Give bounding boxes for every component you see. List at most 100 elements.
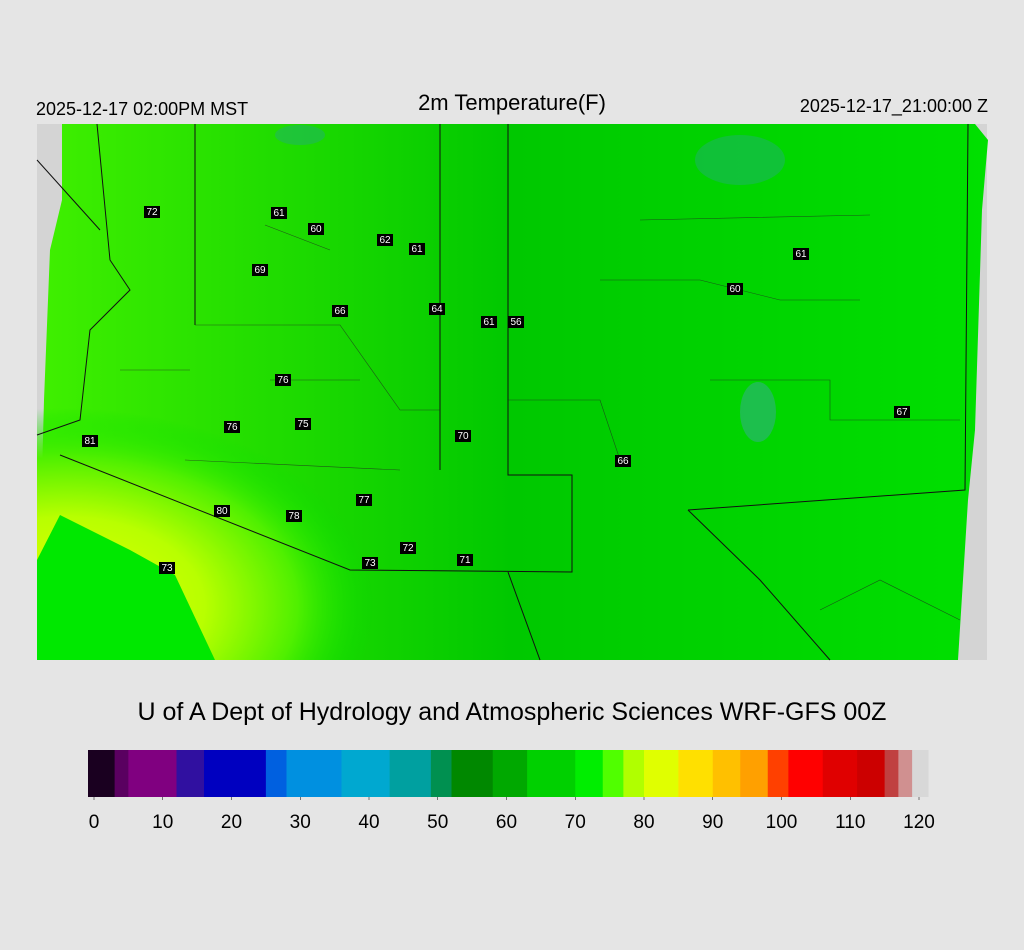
station-box bbox=[377, 234, 393, 246]
local-time: 2025-12-17 02:00PM MST bbox=[36, 99, 248, 119]
colorbar-step bbox=[740, 750, 769, 797]
station: 77 bbox=[356, 494, 372, 506]
station: 73 bbox=[159, 562, 175, 574]
colorbar-tick-label: 40 bbox=[358, 812, 379, 833]
colorbar-tick-label: 60 bbox=[496, 812, 517, 833]
colorbar-step bbox=[176, 750, 205, 797]
station-labels: 72 61 60 62 61 69 66 64 61 56 61 60 76 76 75 70 81 67 66 80… bbox=[82, 206, 910, 574]
station-value: 81 bbox=[84, 436, 96, 447]
colorbar-step bbox=[265, 750, 287, 797]
utc-time: 2025-12-17_21:00:00 Z bbox=[800, 96, 988, 117]
colorbar-step bbox=[678, 750, 714, 797]
station: 66 bbox=[332, 305, 348, 317]
station-value: 75 bbox=[297, 419, 309, 430]
colorbar-tick-label: 120 bbox=[903, 812, 935, 833]
colorbar-step bbox=[128, 750, 177, 797]
station-value: 67 bbox=[896, 407, 908, 418]
cool-spot bbox=[740, 382, 776, 442]
colorbar-tick-label: 20 bbox=[221, 812, 242, 833]
station-value: 61 bbox=[273, 208, 285, 219]
station-value: 69 bbox=[254, 265, 266, 276]
colorbar-step bbox=[898, 750, 913, 797]
station-box bbox=[615, 455, 631, 467]
station-value: 61 bbox=[411, 244, 423, 255]
cool-spot bbox=[695, 135, 785, 185]
station-box bbox=[793, 248, 809, 260]
station-box bbox=[271, 207, 287, 219]
station-box bbox=[727, 283, 743, 295]
colorbar-step bbox=[114, 750, 129, 797]
colorbar-tick-label: 70 bbox=[565, 812, 586, 833]
station-value: 72 bbox=[402, 543, 414, 554]
station-value: 73 bbox=[161, 563, 173, 574]
colorbar-step bbox=[204, 750, 267, 797]
warm-region bbox=[37, 300, 600, 660]
colorbar-step bbox=[602, 750, 624, 797]
station: 72 bbox=[400, 542, 416, 554]
colorbar-step bbox=[623, 750, 645, 797]
colorbar-step bbox=[575, 750, 604, 797]
station: 61 bbox=[481, 316, 497, 328]
colorbar-step bbox=[492, 750, 528, 797]
station: 61 bbox=[409, 243, 425, 255]
station-value: 76 bbox=[226, 422, 238, 433]
station-box bbox=[295, 418, 311, 430]
station-value: 72 bbox=[146, 207, 158, 218]
station: 70 bbox=[455, 430, 471, 442]
station-box bbox=[275, 374, 291, 386]
station-box bbox=[159, 562, 175, 574]
station: 67 bbox=[894, 406, 910, 418]
colorbar-step bbox=[912, 750, 929, 797]
station-value: 70 bbox=[457, 431, 469, 442]
station: 80 bbox=[214, 505, 230, 517]
station: 75 bbox=[295, 418, 311, 430]
colorbar-step bbox=[389, 750, 432, 797]
station-value: 56 bbox=[510, 317, 522, 328]
colorbar-step bbox=[451, 750, 494, 797]
station-value: 62 bbox=[379, 235, 391, 246]
credit: U of A Dept of Hydrology and Atmospheric… bbox=[138, 698, 887, 726]
colorbar-tick-label: 30 bbox=[290, 812, 311, 833]
colorbar-tick-label: 10 bbox=[152, 812, 173, 833]
station-box bbox=[252, 264, 268, 276]
colorbar-step bbox=[341, 750, 391, 797]
map bbox=[36, 123, 988, 661]
station: 69 bbox=[252, 264, 268, 276]
station: 78 bbox=[286, 510, 302, 522]
colorbar-step bbox=[430, 750, 452, 797]
station-value: 71 bbox=[459, 555, 471, 566]
colorbar-tick-label: 90 bbox=[702, 812, 723, 833]
station-box bbox=[356, 494, 372, 506]
station-value: 76 bbox=[277, 375, 289, 386]
station-value: 78 bbox=[288, 511, 300, 522]
station: 62 bbox=[377, 234, 393, 246]
colorbar-tick-label: 50 bbox=[427, 812, 448, 833]
station-box bbox=[82, 435, 98, 447]
station: 73 bbox=[362, 557, 378, 569]
colorbar-step bbox=[884, 750, 899, 797]
station: 61 bbox=[271, 207, 287, 219]
station-value: 77 bbox=[358, 495, 370, 506]
map-title: 2m Temperature(F) bbox=[418, 90, 606, 115]
station-value: 73 bbox=[364, 558, 376, 569]
colorbar-step bbox=[527, 750, 576, 797]
station-value: 61 bbox=[795, 249, 807, 260]
station-box bbox=[224, 421, 240, 433]
station: 60 bbox=[727, 283, 743, 295]
station-box bbox=[409, 243, 425, 255]
colorbar-step bbox=[767, 750, 789, 797]
station-box bbox=[308, 223, 324, 235]
colorbar-tick-label: 100 bbox=[766, 812, 798, 833]
station: 81 bbox=[82, 435, 98, 447]
cool-spot bbox=[275, 125, 325, 145]
station: 72 bbox=[144, 206, 160, 218]
colorbar-step bbox=[644, 750, 679, 797]
state-border bbox=[36, 123, 969, 661]
station-value: 64 bbox=[431, 304, 443, 315]
station-box bbox=[362, 557, 378, 569]
colorbar-step bbox=[788, 750, 824, 797]
station: 61 bbox=[793, 248, 809, 260]
station-box bbox=[429, 303, 445, 315]
station: 56 bbox=[508, 316, 524, 328]
station-value: 66 bbox=[617, 456, 629, 467]
